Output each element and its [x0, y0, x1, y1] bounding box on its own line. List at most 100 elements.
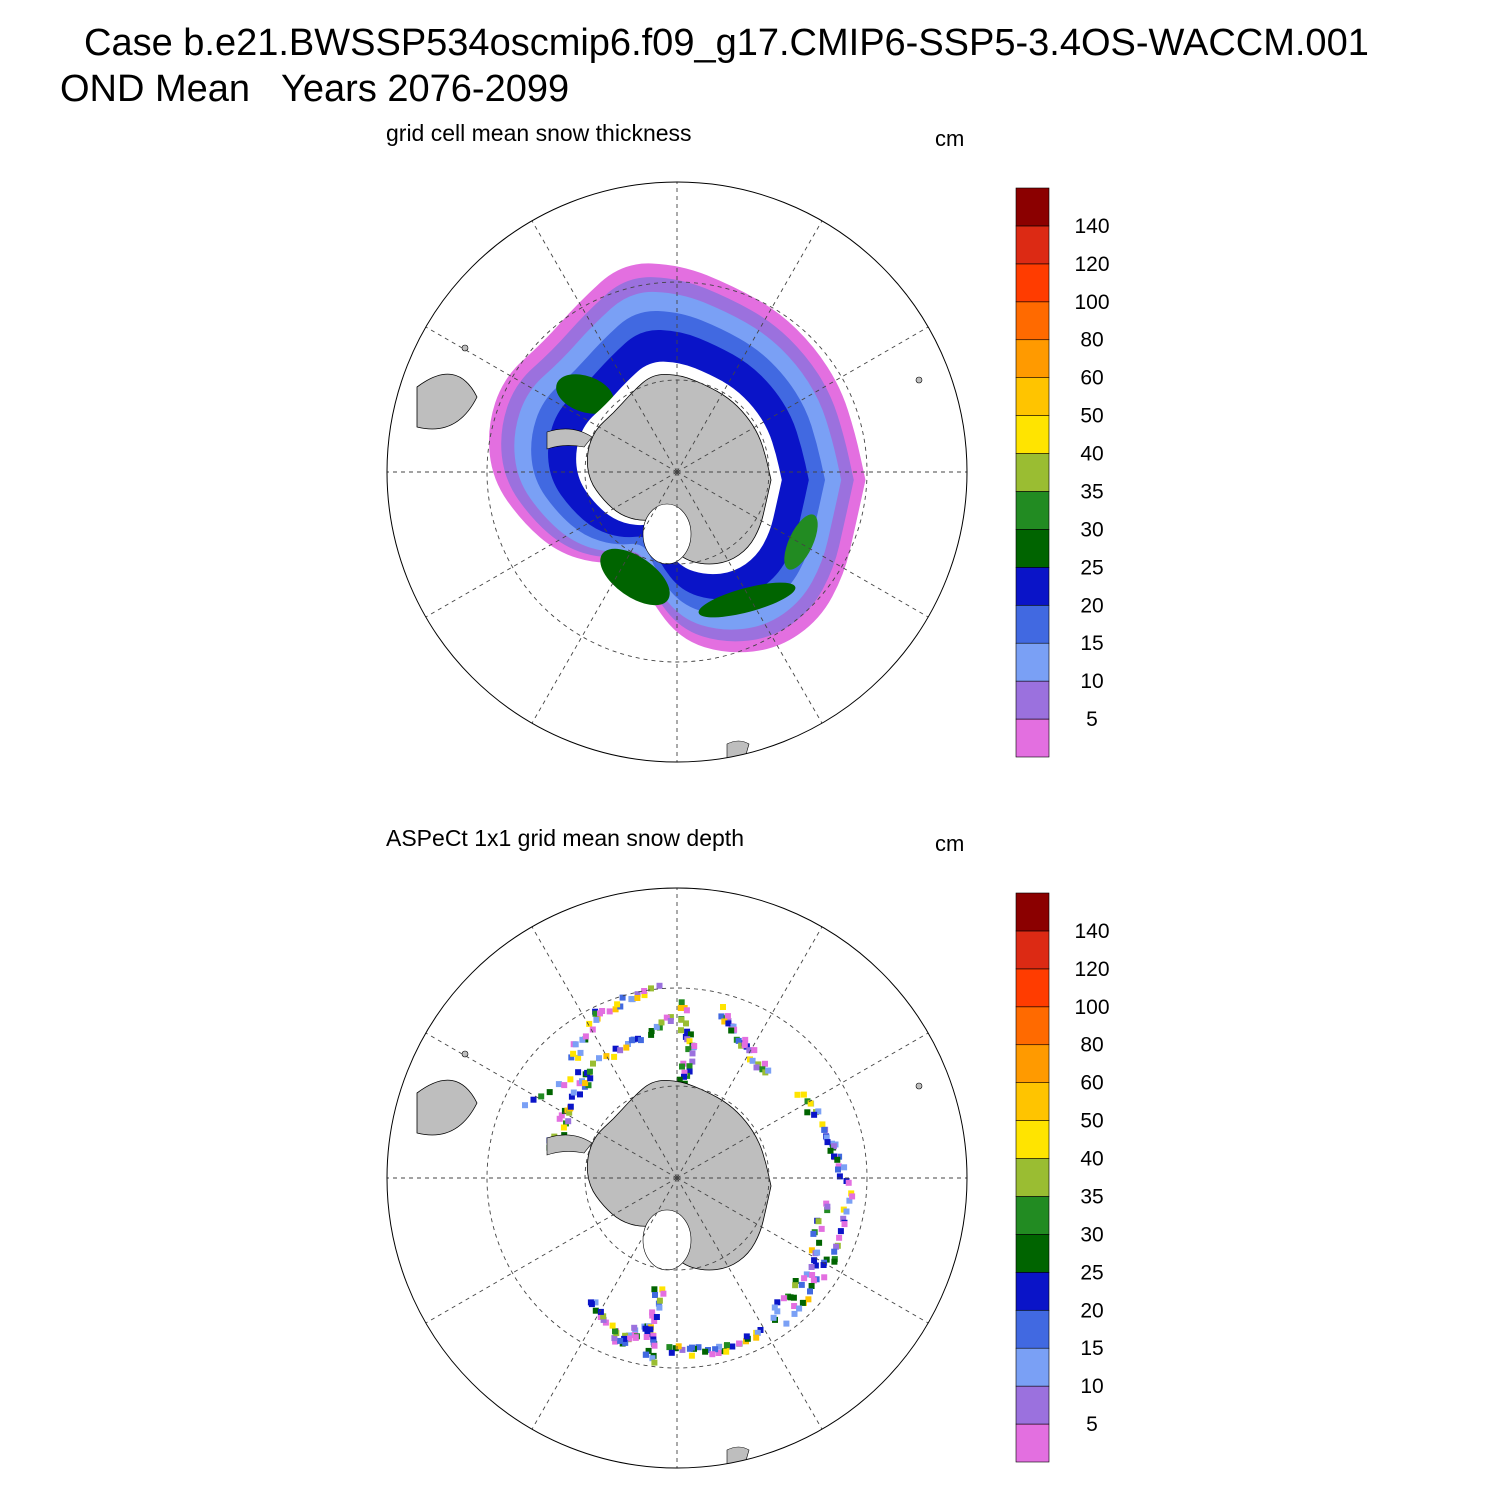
colorbar-swatch [1015, 453, 1050, 492]
colorbar-swatch [1015, 377, 1050, 416]
observation-cell [566, 1109, 573, 1116]
colorbar-tick-label: 50 [1080, 405, 1103, 428]
observation-cell [808, 1283, 815, 1289]
observation-cell [592, 1307, 599, 1314]
observation-cell [792, 1278, 799, 1284]
observation-cell [653, 1023, 660, 1030]
observation-cell [617, 1047, 624, 1054]
colorbar-tick-label: 5 [1086, 708, 1098, 731]
observation-cell [810, 1277, 817, 1284]
observation-cell [675, 1343, 682, 1350]
observation-cell [623, 1044, 630, 1051]
colorbar-swatch [1015, 1082, 1050, 1121]
colorbar-tick-label: 100 [1074, 996, 1109, 1019]
observation-cell [641, 992, 648, 999]
observation-cell [626, 1335, 633, 1342]
observation-cell [629, 996, 636, 1003]
thick-snow-patch-weddell [556, 374, 614, 414]
observation-cell [749, 1057, 756, 1064]
observation-cell [831, 1153, 837, 1160]
colorbar-tick-label: 5 [1086, 1413, 1098, 1436]
observation-cell [597, 1308, 604, 1315]
observation-cell [816, 1239, 823, 1246]
kerguelen-island [915, 376, 923, 384]
colorbar-swatch [1015, 604, 1050, 644]
new-zealand-land [726, 740, 750, 762]
kerguelen-island [915, 1082, 923, 1090]
observation-cell [798, 1281, 805, 1288]
observation-cell [807, 1100, 814, 1107]
observation-cell [742, 1036, 749, 1043]
graticule-meridian [676, 326, 929, 473]
observation-cell [622, 1332, 629, 1339]
observation-cell [736, 1340, 743, 1347]
observation-cell [667, 1014, 674, 1021]
observation-cell [792, 1282, 799, 1289]
observation-cell [729, 1343, 736, 1350]
observation-cell [634, 995, 641, 1001]
observation-cell [841, 1164, 848, 1171]
colorbar-swatch [1015, 1347, 1050, 1387]
observation-cell [603, 1053, 610, 1060]
observation-cell [575, 1054, 582, 1061]
observation-cell [686, 1038, 693, 1045]
observation-cell [836, 1153, 843, 1160]
observation-cell [572, 1041, 579, 1048]
observation-cell [686, 1345, 693, 1352]
colorbar-tick-label: 10 [1080, 1375, 1103, 1398]
observation-cell [643, 1334, 650, 1340]
observation-cell [597, 1010, 603, 1017]
observation-cell [691, 1043, 698, 1049]
south-america-land [416, 1079, 478, 1136]
observation-cell [678, 1016, 685, 1023]
observation-cell [686, 1063, 693, 1070]
colorbar-tick-label: 50 [1080, 1110, 1103, 1133]
ross-ice-shelf-gap [642, 503, 692, 565]
observation-cell [790, 1294, 797, 1301]
colorbar-swatch [1015, 187, 1050, 227]
observation-cell [577, 1091, 583, 1098]
colorbar-tick-label: 80 [1080, 1034, 1103, 1057]
graticule-meridian [531, 471, 678, 724]
observation-cell [530, 1096, 537, 1103]
observation-cell [800, 1091, 807, 1098]
observation-cell [561, 1082, 568, 1089]
colorbar-tick-label: 120 [1074, 958, 1109, 981]
graticule-parallel [584, 1085, 770, 1271]
graticule-meridian [531, 926, 678, 1179]
observation-cell [824, 1203, 831, 1210]
observation-cell [645, 1347, 652, 1354]
antarctic-peninsula-land [546, 1134, 593, 1156]
observation-cell [716, 1343, 723, 1350]
observation-cell [724, 1013, 731, 1020]
observation-cell [590, 1060, 596, 1067]
observation-cell [630, 1036, 637, 1043]
observation-cell [814, 1249, 821, 1256]
observation-cell [678, 999, 685, 1006]
colorbar-swatch [1015, 415, 1050, 454]
observation-cell [587, 1299, 594, 1306]
colorbar-tick-label: 40 [1080, 443, 1103, 466]
colorbar-swatch [1015, 1272, 1050, 1311]
graticule-meridian [676, 220, 823, 473]
observation-cell [808, 1247, 815, 1254]
observation-cell [679, 1063, 685, 1070]
observation-cell [659, 1286, 666, 1293]
observation-cell [622, 1339, 629, 1346]
graticule-meridian [425, 1177, 678, 1324]
figure-title-period: OND Mean Years 2076-2099 [60, 68, 570, 110]
observation-cell [585, 1082, 592, 1089]
observation-cell [570, 1089, 577, 1096]
observation-cell [827, 1147, 834, 1154]
panel-2-units: cm [935, 831, 965, 856]
observation-cell [811, 1257, 818, 1264]
observation-cell [560, 1124, 567, 1131]
observation-cell [725, 1020, 732, 1027]
colorbar-swatch [1015, 1309, 1050, 1349]
observation-cell [681, 1073, 687, 1080]
graticule-meridian [676, 1177, 823, 1430]
colorbar-tick-label: 60 [1080, 1072, 1103, 1095]
observation-cell [567, 1076, 574, 1083]
graticule-meridian [676, 1032, 929, 1179]
observation-cell [684, 1028, 691, 1035]
